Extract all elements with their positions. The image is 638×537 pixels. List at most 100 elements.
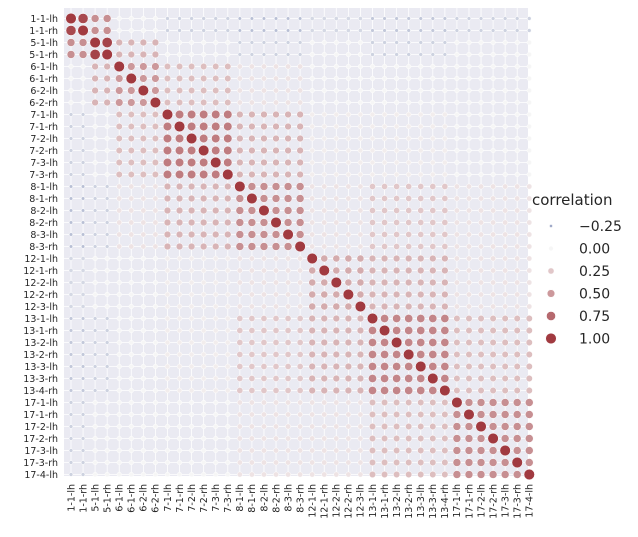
correlation-dot-7-3-rh-13-1-lh xyxy=(369,171,376,178)
correlation-dot-5-1-rh-13-2-rh xyxy=(406,52,411,57)
correlation-dot-6-2-lh-13-1-lh xyxy=(369,87,376,94)
correlation-dot-5-1-lh-8-2-lh xyxy=(261,40,267,45)
correlation-dot-13-2-lh-12-3-lh xyxy=(356,338,365,347)
correlation-dot-6-1-rh-17-1-lh xyxy=(454,75,460,82)
correlation-dot-17-1-lh-1-1-lh xyxy=(68,400,74,405)
correlation-dot-12-2-lh-13-2-lh xyxy=(392,278,401,287)
correlation-dot-17-1-rh-17-3-lh xyxy=(500,410,510,419)
correlation-dot-17-4-lh-17-2-lh xyxy=(476,470,486,479)
correlation-dot-6-1-lh-17-4-lh xyxy=(526,63,532,70)
correlation-dot-17-2-lh-17-1-lh xyxy=(452,422,462,431)
correlation-dot-6-1-rh-7-1-rh xyxy=(176,75,184,82)
correlation-dot-6-2-rh-6-1-lh xyxy=(115,98,124,107)
correlation-dot-6-1-rh-13-2-lh xyxy=(394,75,400,82)
correlation-dot-13-3-lh-7-1-lh xyxy=(164,363,171,370)
correlation-dot-8-1-rh-8-1-lh xyxy=(235,194,245,203)
correlation-dot-6-2-rh-7-2-rh xyxy=(200,99,208,106)
correlation-dot-5-1-rh-7-2-rh xyxy=(201,51,207,58)
correlation-dot-6-2-rh-13-3-lh xyxy=(418,99,424,106)
correlation-dot-13-4-rh-13-1-lh xyxy=(368,386,377,395)
correlation-dot-13-3-lh-13-3-lh xyxy=(415,360,427,373)
y-tick-label: 13-1-lh xyxy=(24,314,58,325)
correlation-dot-7-3-lh-17-1-rh xyxy=(466,159,472,166)
correlation-dot-12-3-lh-6-2-lh xyxy=(140,303,146,310)
correlation-dot-8-3-rh-13-2-rh xyxy=(405,243,413,250)
correlation-dot-17-4-lh-12-3-lh xyxy=(357,471,364,478)
correlation-dot-13-1-lh-6-2-lh xyxy=(140,315,146,322)
correlation-dot-6-1-rh-6-2-rh xyxy=(151,74,160,83)
correlation-dot-13-3-lh-8-3-rh xyxy=(296,363,304,370)
correlation-dot-8-1-lh-13-3-rh xyxy=(429,183,437,190)
correlation-dot-1-1-rh-17-1-lh xyxy=(454,28,460,33)
correlation-dot-17-1-rh-13-1-rh xyxy=(381,411,389,418)
correlation-dot-17-1-lh-17-2-rh xyxy=(488,398,498,407)
correlation-dot-13-3-lh-7-1-rh xyxy=(176,363,183,370)
correlation-dot-13-2-lh-6-1-lh xyxy=(116,339,122,346)
correlation-dot-1-1-rh-7-2-rh xyxy=(201,28,206,33)
y-tick-label: 7-1-lh xyxy=(30,110,58,121)
y-tick-label: 5-1-lh xyxy=(30,38,58,49)
correlation-dot-7-1-lh-7-1-lh xyxy=(161,108,174,121)
correlation-dot-17-2-rh-13-3-lh xyxy=(417,435,425,442)
correlation-dot-7-3-lh-6-1-lh xyxy=(115,159,123,166)
correlation-dot-7-3-rh-7-3-lh xyxy=(211,169,221,180)
correlation-dot-13-4-rh-5-1-lh xyxy=(92,388,98,393)
y-tick-label: 12-2-rh xyxy=(23,290,58,301)
correlation-dot-6-2-rh-17-3-lh xyxy=(502,99,508,106)
correlation-dot-12-2-lh-17-3-rh xyxy=(514,279,521,286)
correlation-dot-12-2-lh-13-3-lh xyxy=(417,278,425,287)
correlation-dot-5-1-rh-6-1-lh xyxy=(115,50,123,59)
correlation-dot-6-2-rh-12-2-lh xyxy=(333,99,339,106)
correlation-dot-1-1-rh-6-2-rh xyxy=(152,27,159,34)
correlation-dot-17-1-lh-8-3-lh xyxy=(285,399,291,406)
correlation-dot-13-1-rh-6-1-lh xyxy=(116,327,122,334)
correlation-dot-12-2-rh-12-1-rh xyxy=(320,290,329,299)
correlation-dot-17-2-lh-6-2-rh xyxy=(152,423,159,430)
correlation-dot-17-1-lh-5-1-lh xyxy=(92,399,98,406)
correlation-dot-7-2-rh-17-4-lh xyxy=(526,147,532,154)
correlation-dot-17-4-lh-6-2-rh xyxy=(152,471,159,478)
correlation-dot-6-2-lh-12-1-rh xyxy=(321,87,327,94)
correlation-dot-5-1-lh-17-1-rh xyxy=(466,39,472,46)
correlation-dot-13-4-rh-17-3-lh xyxy=(501,387,509,394)
correlation-dot-8-3-rh-6-2-lh xyxy=(140,243,147,250)
correlation-dot-7-1-rh-17-2-lh xyxy=(478,123,484,130)
correlation-dot-6-1-lh-13-2-lh xyxy=(394,63,400,70)
correlation-dot-7-3-rh-12-1-lh xyxy=(309,171,315,178)
correlation-dot-6-1-rh-7-2-rh xyxy=(200,75,208,82)
correlation-dot-17-2-rh-1-1-rh xyxy=(80,436,86,441)
correlation-dot-1-1-rh-13-1-lh xyxy=(370,28,375,33)
correlation-dot-8-3-rh-1-1-lh xyxy=(68,244,74,249)
correlation-dot-1-1-lh-8-3-rh xyxy=(298,16,303,21)
correlation-dot-7-3-lh-7-1-rh xyxy=(175,157,185,168)
correlation-dot-12-3-lh-8-1-rh xyxy=(249,303,255,310)
correlation-dot-13-2-rh-8-2-rh xyxy=(272,351,280,358)
correlation-dot-1-1-rh-12-2-rh xyxy=(346,28,351,33)
correlation-dot-1-1-rh-6-2-lh xyxy=(140,27,146,34)
correlation-dot-8-1-rh-7-3-rh xyxy=(224,194,232,203)
correlation-dot-7-1-rh-17-3-lh xyxy=(502,123,508,130)
correlation-dot-12-3-lh-17-1-lh xyxy=(454,303,460,310)
correlation-dot-7-1-rh-8-2-lh xyxy=(260,122,268,131)
correlation-dot-7-1-lh-7-2-rh xyxy=(199,109,209,120)
correlation-dot-8-3-lh-12-1-lh xyxy=(309,231,316,238)
correlation-dot-17-2-lh-8-2-lh xyxy=(261,423,267,430)
correlation-dot-8-3-lh-17-2-rh xyxy=(490,231,496,238)
correlation-dot-12-1-lh-6-1-lh xyxy=(116,255,122,262)
correlation-dot-17-4-lh-7-3-rh xyxy=(225,471,231,478)
correlation-dot-12-1-lh-1-1-lh xyxy=(68,256,74,261)
correlation-dot-13-3-rh-17-1-rh xyxy=(465,375,473,382)
correlation-dot-17-2-lh-13-1-lh xyxy=(369,423,376,430)
correlation-dot-12-2-rh-17-1-rh xyxy=(466,291,472,298)
correlation-dot-17-1-rh-17-1-lh xyxy=(452,410,462,419)
correlation-dot-12-2-rh-7-1-lh xyxy=(164,291,171,298)
correlation-dot-17-1-rh-6-2-rh xyxy=(152,411,159,418)
correlation-dot-5-1-lh-12-2-lh xyxy=(333,39,339,46)
correlation-dot-6-2-lh-17-2-rh xyxy=(490,87,496,94)
correlation-dot-12-1-lh-17-1-rh xyxy=(466,255,472,262)
correlation-dot-8-2-rh-13-3-rh xyxy=(429,219,437,226)
y-tick-label: 6-2-lh xyxy=(30,86,58,97)
correlation-dot-17-2-lh-8-1-rh xyxy=(249,423,255,430)
correlation-dot-6-1-rh-12-1-lh xyxy=(309,75,315,82)
correlation-dot-17-2-rh-12-1-rh xyxy=(321,435,328,442)
